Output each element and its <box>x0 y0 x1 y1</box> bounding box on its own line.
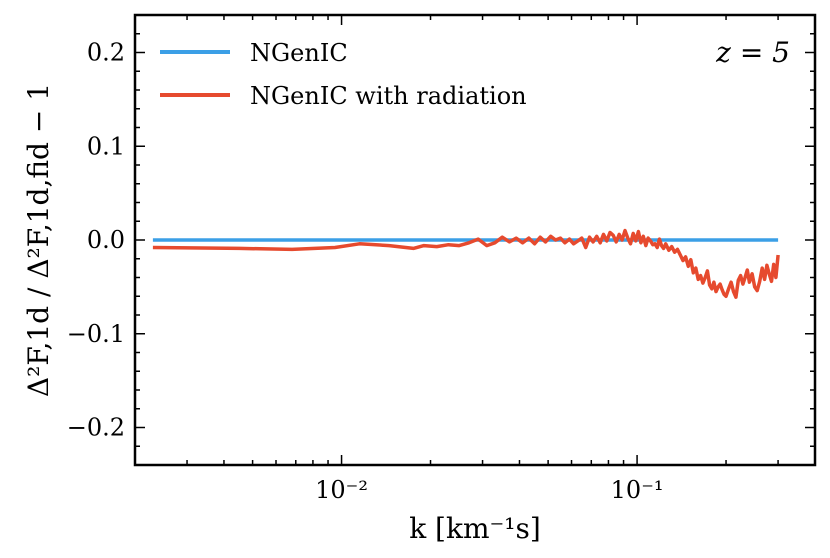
legend-label-ngenic: NGenIC <box>250 39 348 67</box>
y-tick-label: −0.2 <box>67 414 125 442</box>
y-tick-label: 0.1 <box>87 132 125 160</box>
y-tick-label: 0.0 <box>87 226 125 254</box>
redshift-annotation: z = 5 <box>715 36 790 69</box>
y-tick-label: 0.2 <box>87 39 125 67</box>
x-axis-label: k [km⁻¹s] <box>409 512 541 545</box>
y-tick-label: −0.1 <box>67 320 125 348</box>
x-tick-label: 10⁻¹ <box>611 476 664 504</box>
y-axis-label: Δ²F,1d / Δ²F,1d,fid − 1 <box>22 83 55 397</box>
tick-labels: 10⁻² 10⁻¹ 0.2 0.1 0.0 −0.1 −0.2 <box>67 39 664 505</box>
series-layer <box>152 228 780 299</box>
series-line-1 <box>152 228 780 299</box>
plot-frame <box>133 13 817 467</box>
legend: NGenIC NGenIC with radiation <box>160 39 527 110</box>
x-tick-label: 10⁻² <box>315 476 368 504</box>
legend-label-radiation: NGenIC with radiation <box>250 82 527 110</box>
